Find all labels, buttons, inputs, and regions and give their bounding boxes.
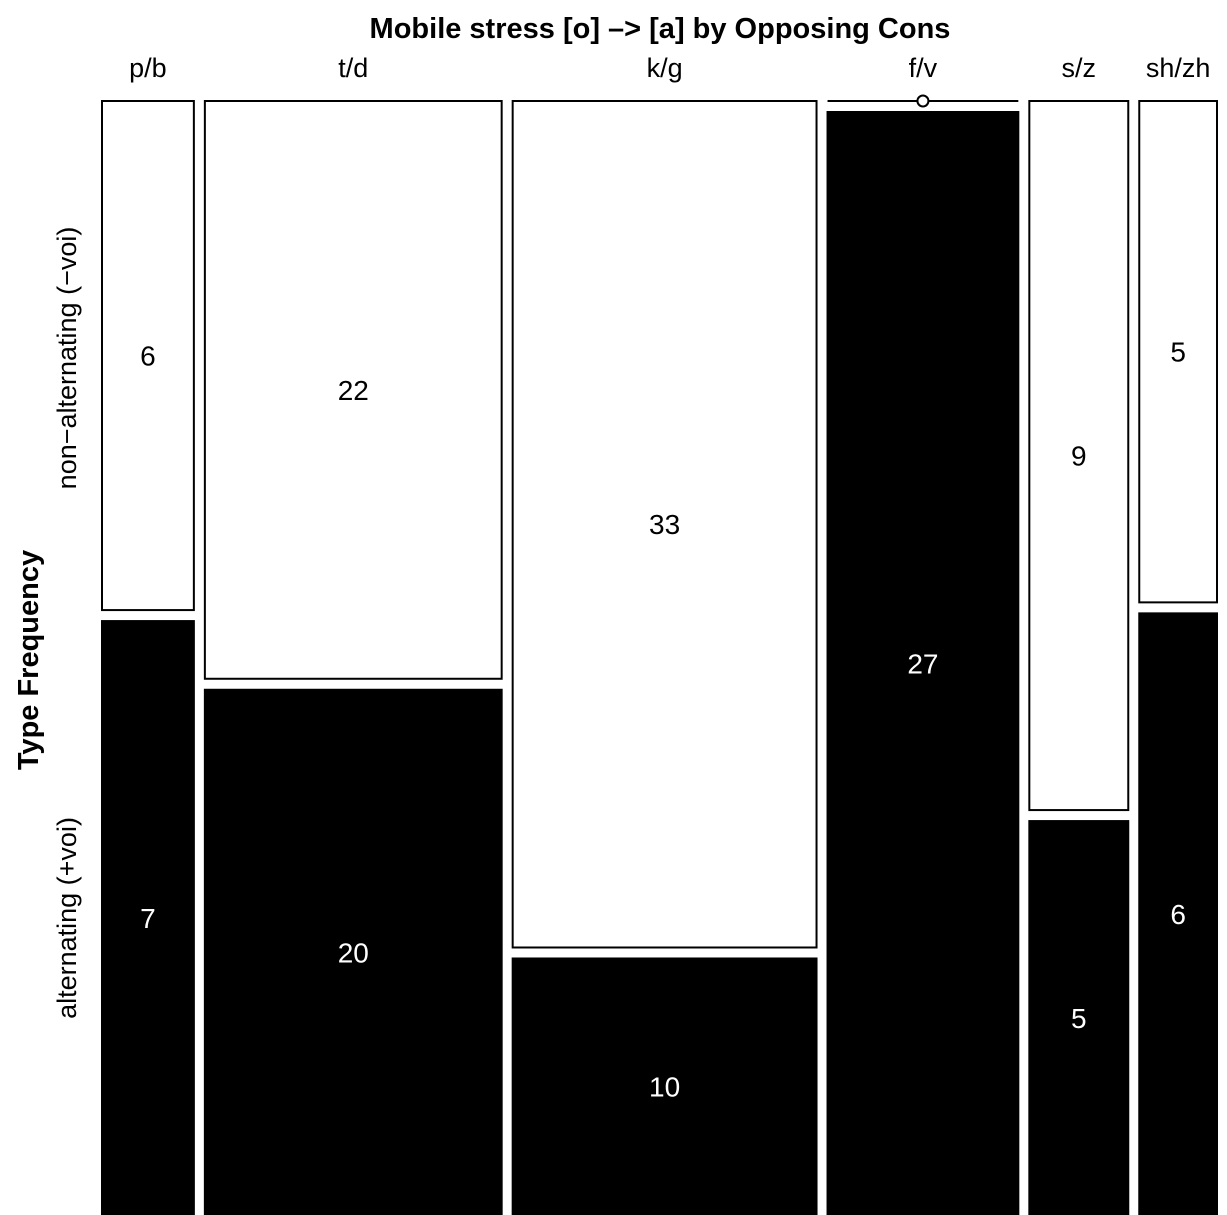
tile-value-f-v-series-1: 27 [907, 649, 938, 680]
category-label-p-b: p/b [129, 53, 167, 83]
mosaic-tiles: p/b 6 7 t/d 22 20 k/g 33 10 f/v 27 s/z 9 5 sh/zh 5 6 [101, 53, 1219, 1215]
category-label-f-v: f/v [909, 53, 938, 83]
tile-value-sh-zh-series-0: 5 [1170, 337, 1186, 368]
tile-value-k-g-series-0: 33 [649, 509, 680, 540]
tile-value-p-b-series-1: 7 [140, 903, 156, 934]
chart-title: Mobile stress [o] –> [a] by Opposing Con… [370, 13, 951, 45]
tile-sh-zh-series-1 [1138, 612, 1219, 1215]
tile-s-z-series-0 [1028, 100, 1130, 812]
tile-value-t-d-series-0: 22 [338, 375, 369, 406]
tile-k-g-series-0 [511, 100, 818, 949]
tile-f-v-series-1 [826, 111, 1020, 1215]
tile-sh-zh-series-0 [1138, 100, 1219, 604]
category-label-sh-zh: sh/zh [1146, 53, 1211, 83]
tile-value-k-g-series-1: 10 [649, 1072, 680, 1103]
tile-value-t-d-series-1: 20 [338, 937, 369, 968]
empty-cell-marker-f-v [916, 94, 930, 108]
tile-t-d-series-0 [203, 100, 503, 680]
y-axis-label: Type Frequency [13, 550, 45, 770]
tile-t-d-series-1 [203, 688, 503, 1215]
tile-p-b-series-0 [101, 100, 195, 612]
category-label-s-z: s/z [1062, 53, 1097, 83]
category-label-t-d: t/d [338, 53, 368, 83]
tile-value-p-b-series-0: 6 [140, 341, 156, 372]
row-label-non-alternating: non−alternating (−voi) [52, 227, 82, 490]
tile-value-sh-zh-series-1: 6 [1170, 899, 1186, 930]
category-label-k-g: k/g [647, 53, 683, 83]
row-label-alternating: alternating (+voi) [52, 817, 82, 1019]
tile-p-b-series-1 [101, 620, 195, 1215]
tile-value-s-z-series-0: 9 [1071, 441, 1087, 472]
tile-k-g-series-1 [511, 957, 818, 1215]
tile-value-s-z-series-1: 5 [1071, 1003, 1087, 1034]
